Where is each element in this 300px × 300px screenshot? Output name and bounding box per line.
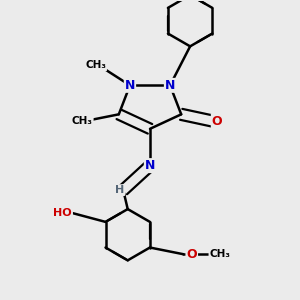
Text: CH₃: CH₃ — [209, 249, 230, 259]
Text: CH₃: CH₃ — [72, 116, 93, 126]
Text: O: O — [212, 115, 222, 128]
Text: N: N — [125, 79, 135, 92]
Text: O: O — [186, 248, 197, 261]
Text: CH₃: CH₃ — [85, 60, 106, 70]
Text: H: H — [115, 185, 124, 195]
Text: HO: HO — [53, 208, 72, 218]
Text: N: N — [145, 159, 155, 172]
Text: N: N — [165, 79, 175, 92]
